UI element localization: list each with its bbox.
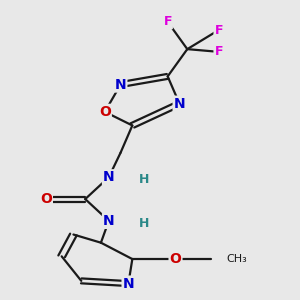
Text: N: N [174,97,185,111]
Text: F: F [214,45,223,58]
Text: O: O [40,192,52,206]
Text: N: N [123,277,134,291]
Text: N: N [103,214,115,228]
Text: H: H [139,217,149,230]
Text: O: O [99,105,111,119]
Text: N: N [115,78,126,92]
Text: F: F [164,15,172,28]
Text: F: F [214,23,223,37]
Text: H: H [139,173,149,187]
Text: N: N [103,170,115,184]
Text: O: O [169,252,181,266]
Text: CH₃: CH₃ [226,254,247,264]
